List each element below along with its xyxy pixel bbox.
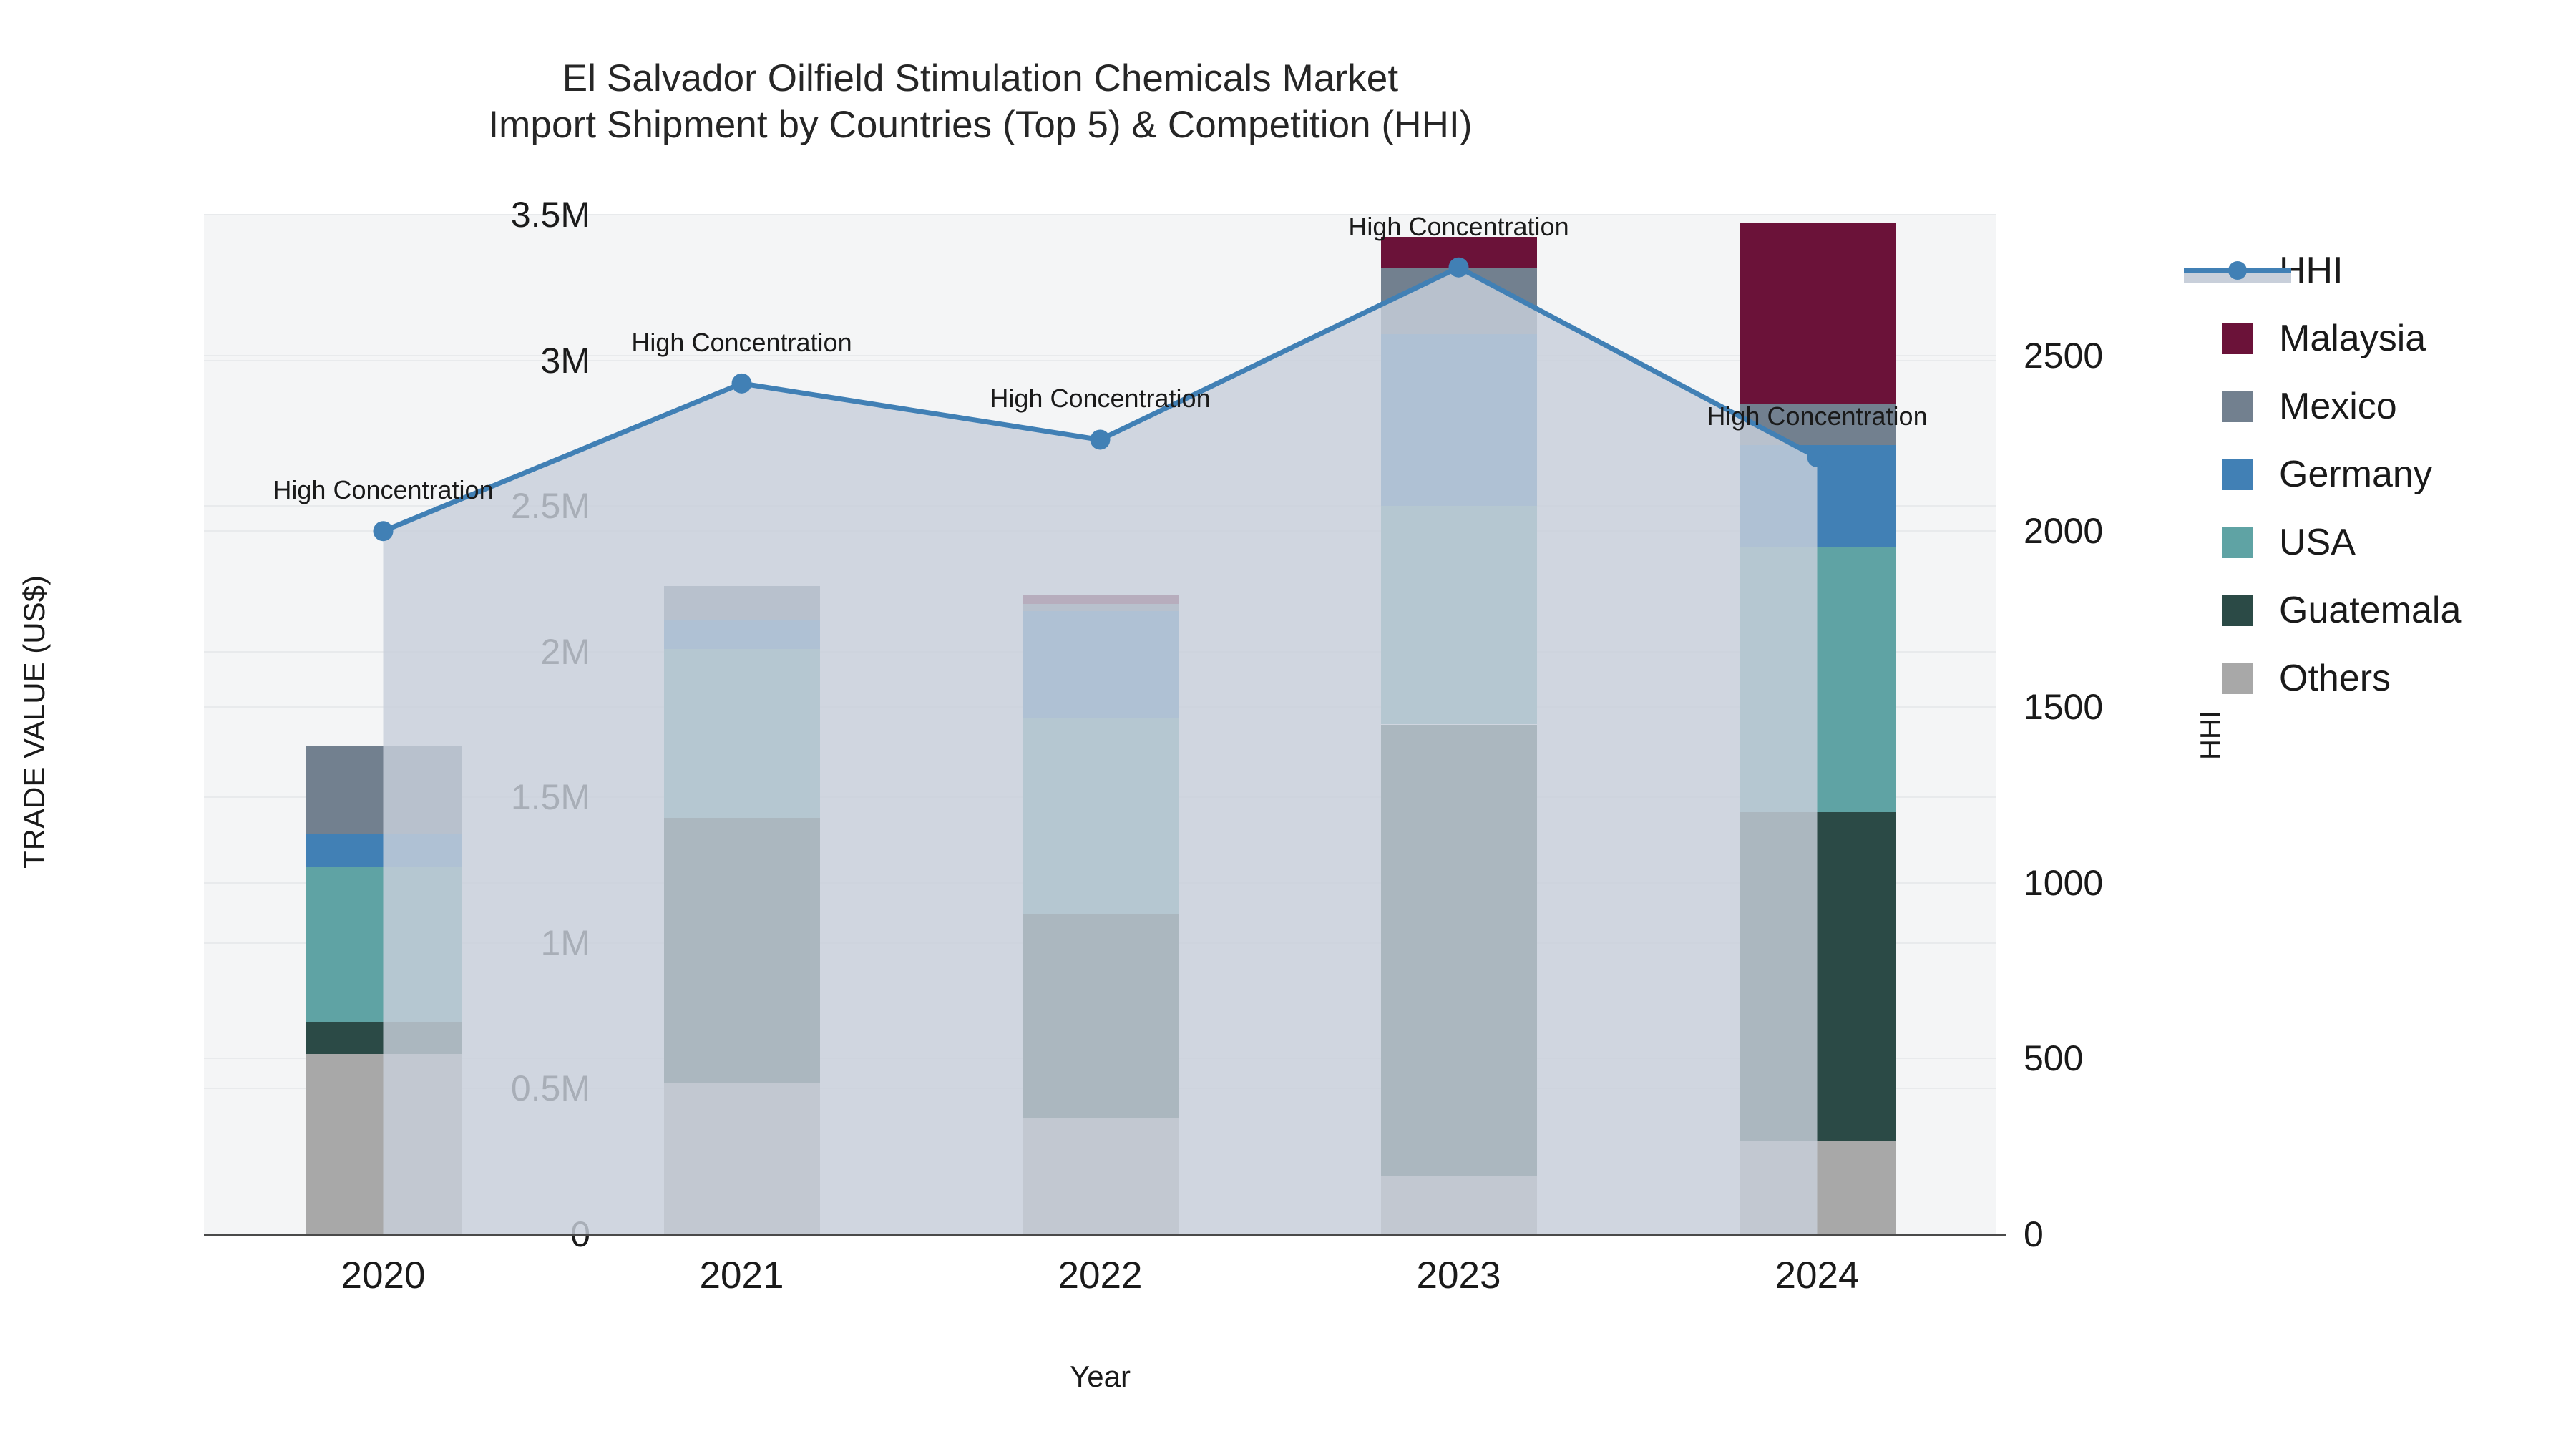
annotation-high-concentration: High Concentration	[1707, 401, 1928, 431]
chart-title-line-2: Import Shipment by Countries (Top 5) & C…	[488, 103, 1473, 146]
legend-item-hhi[interactable]: HHI	[2184, 236, 2461, 304]
legend-line-marker-icon	[2184, 255, 2291, 286]
chart-legend: HHI Malaysia Mexico Germany USA Guatemala Othe…	[2184, 236, 2461, 712]
legend-item-mexico[interactable]: Mexico	[2222, 372, 2461, 440]
y-axis-tick-label: 3M	[540, 340, 590, 381]
gridline	[204, 214, 1996, 215]
x-axis-tick-label: 2024	[1775, 1254, 1860, 1297]
y2-axis-tick-label: 1500	[2024, 686, 2104, 727]
hhi-marker[interactable]	[1090, 429, 1111, 450]
x-axis-tick-label: 2023	[1416, 1254, 1501, 1297]
hhi-line-series	[373, 257, 1828, 1234]
legend-item-label: Germany	[2279, 453, 2432, 495]
legend-item-malaysia[interactable]: Malaysia	[2222, 304, 2461, 372]
gridline-secondary	[204, 354, 1996, 356]
x-axis-line	[204, 1234, 2006, 1236]
annotation-high-concentration: High Concentration	[631, 327, 852, 357]
y2-axis-tick-label: 1000	[2024, 862, 2104, 903]
legend-item-label: USA	[2279, 521, 2356, 563]
x-axis-tick-label: 2021	[699, 1254, 784, 1297]
annotation-high-concentration: High Concentration	[1348, 211, 1569, 241]
hhi-marker[interactable]	[373, 521, 394, 542]
y2-axis-tick-label: 2500	[2024, 335, 2104, 376]
legend-item-guatemala[interactable]: Guatemala	[2222, 576, 2461, 644]
legend-color-swatch	[2222, 662, 2253, 694]
legend-color-swatch	[2222, 458, 2253, 490]
y2-axis-tick-label: 0	[2024, 1214, 2044, 1254]
legend-item-usa[interactable]: USA	[2222, 508, 2461, 576]
y-axis-tick-label: 3.5M	[510, 195, 590, 235]
hhi-marker[interactable]	[731, 373, 752, 394]
hhi-marker[interactable]	[1448, 257, 1469, 278]
legend-item-label: Malaysia	[2279, 317, 2426, 359]
y2-axis-tick-label: 2000	[2024, 511, 2104, 552]
annotation-high-concentration: High Concentration	[273, 475, 494, 505]
y-axis-label: TRADE VALUE (US$)	[17, 575, 51, 869]
hhi-marker[interactable]	[1807, 447, 1828, 468]
annotation-high-concentration: High Concentration	[990, 384, 1211, 414]
bar-segment-malaysia[interactable]	[1739, 223, 1896, 404]
chart-title-line-1: El Salvador Oilfield Stimulation Chemica…	[562, 57, 1399, 99]
gridline	[204, 359, 1996, 361]
x-axis-tick-label: 2020	[341, 1254, 426, 1297]
x-axis-tick-label: 2022	[1058, 1254, 1143, 1297]
chart-title: El Salvador Oilfield Stimulation Chemica…	[0, 56, 1961, 148]
y2-axis-tick-label: 500	[2024, 1038, 2084, 1079]
legend-item-label: Others	[2279, 657, 2391, 699]
legend-item-label: Guatemala	[2279, 589, 2462, 631]
legend-item-label: Mexico	[2279, 385, 2397, 427]
hhi-area-fill	[383, 267, 1818, 1234]
legend-color-swatch	[2222, 526, 2253, 558]
legend-item-germany[interactable]: Germany	[2222, 440, 2461, 508]
legend-color-swatch	[2222, 390, 2253, 422]
x-axis-label: Year	[1070, 1360, 1131, 1393]
legend-item-others[interactable]: Others	[2222, 644, 2461, 712]
legend-color-swatch	[2222, 594, 2253, 626]
legend-color-swatch	[2222, 322, 2253, 354]
